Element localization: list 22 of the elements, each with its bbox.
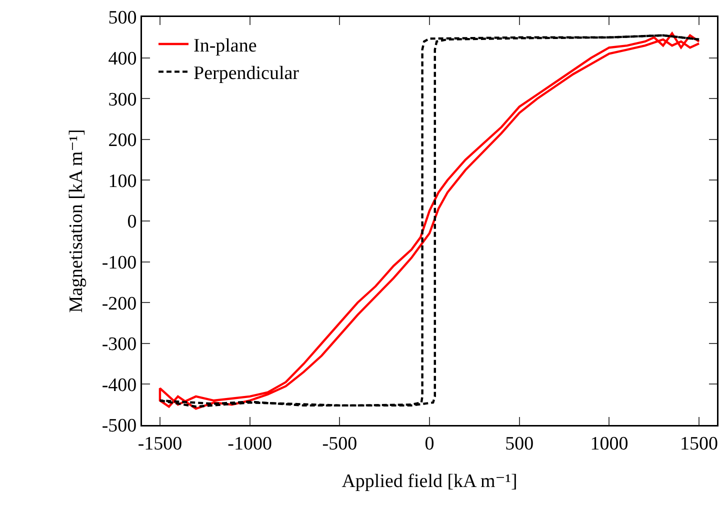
x-tick-label: -500: [322, 433, 358, 454]
y-tick-label: 400: [108, 48, 137, 70]
y-tick-label: -100: [102, 252, 137, 274]
x-axis-title: Applied field [kA m⁻¹]: [342, 470, 518, 492]
y-tick-label: 200: [108, 130, 137, 152]
y-tick-label: 500: [108, 8, 137, 29]
y-tick-label: -200: [102, 293, 137, 314]
y-tick-label: -500: [102, 416, 137, 437]
legend-label: Perpendicular: [194, 63, 300, 84]
y-tick-label: -400: [102, 374, 137, 396]
y-tick-label: -300: [102, 334, 137, 356]
y-tick-label: 0: [127, 212, 137, 233]
x-tick-label: 0: [424, 433, 434, 454]
x-tick-label: 500: [505, 433, 534, 454]
x-tick-label: 1000: [590, 433, 628, 454]
x-tick-label: 1500: [680, 433, 718, 454]
y-axis-title: Magnetisation [kA m⁻¹]: [66, 129, 87, 313]
x-tick-label: -1000: [228, 433, 272, 454]
legend-label: In-plane: [194, 35, 257, 56]
y-tick-label: 100: [108, 170, 137, 192]
x-tick-label: -1500: [138, 433, 182, 454]
y-tick-label: 300: [108, 89, 137, 110]
